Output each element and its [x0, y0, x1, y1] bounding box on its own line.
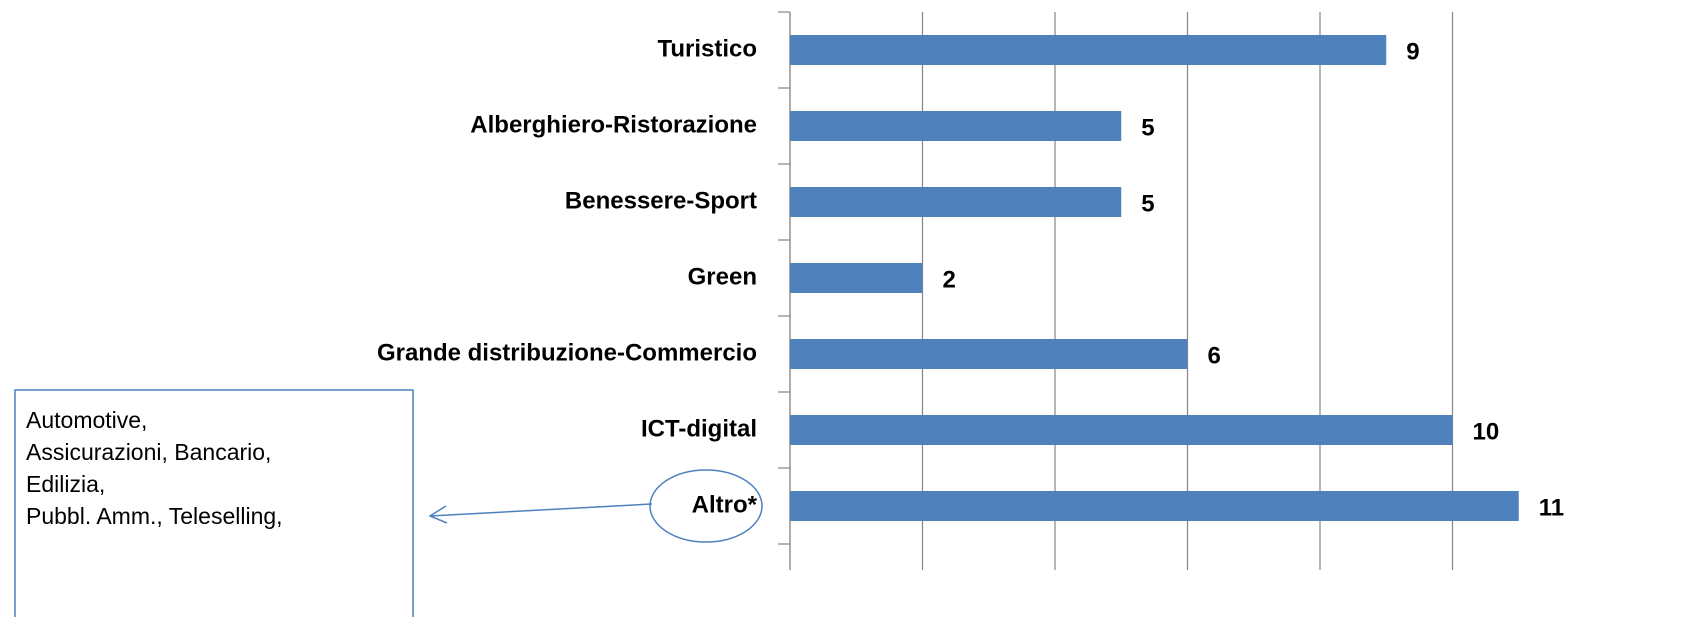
y-tick-label: Grande distribuzione-Commercio	[377, 339, 757, 366]
bar	[790, 263, 923, 293]
value-label: 5	[1141, 114, 1154, 141]
value-label: 5	[1141, 190, 1154, 217]
annotation-box	[14, 389, 414, 622]
bar	[790, 415, 1453, 445]
value-label: 9	[1406, 38, 1419, 65]
y-tick-label: Altro*	[692, 491, 758, 518]
annotation-line: Edilizia,	[26, 471, 105, 497]
bar	[790, 491, 1519, 521]
value-label: 10	[1473, 418, 1500, 445]
y-tick-label: Alberghiero-Ristorazione	[470, 111, 757, 138]
arrow-head	[428, 505, 448, 524]
value-label: 11	[1539, 494, 1564, 521]
y-tick-label: Turistico	[657, 35, 757, 62]
value-label: 6	[1208, 342, 1221, 369]
highlight-ellipse	[649, 469, 763, 543]
bar	[790, 187, 1122, 217]
y-tick-label: Benessere-Sport	[565, 187, 757, 214]
y-tick-label: Green	[688, 263, 757, 290]
bar	[790, 35, 1387, 65]
annotation-line: Assicurazioni, Bancario,	[26, 439, 271, 465]
annotation-line: Automotive,	[26, 407, 147, 433]
annotation-line: Pubbl. Amm., Teleselling,	[26, 503, 283, 529]
bar	[790, 339, 1188, 369]
y-tick-label: ICT-digital	[641, 415, 757, 442]
annotation-arrow	[429, 503, 653, 517]
bar	[790, 111, 1122, 141]
value-label: 2	[943, 266, 956, 293]
